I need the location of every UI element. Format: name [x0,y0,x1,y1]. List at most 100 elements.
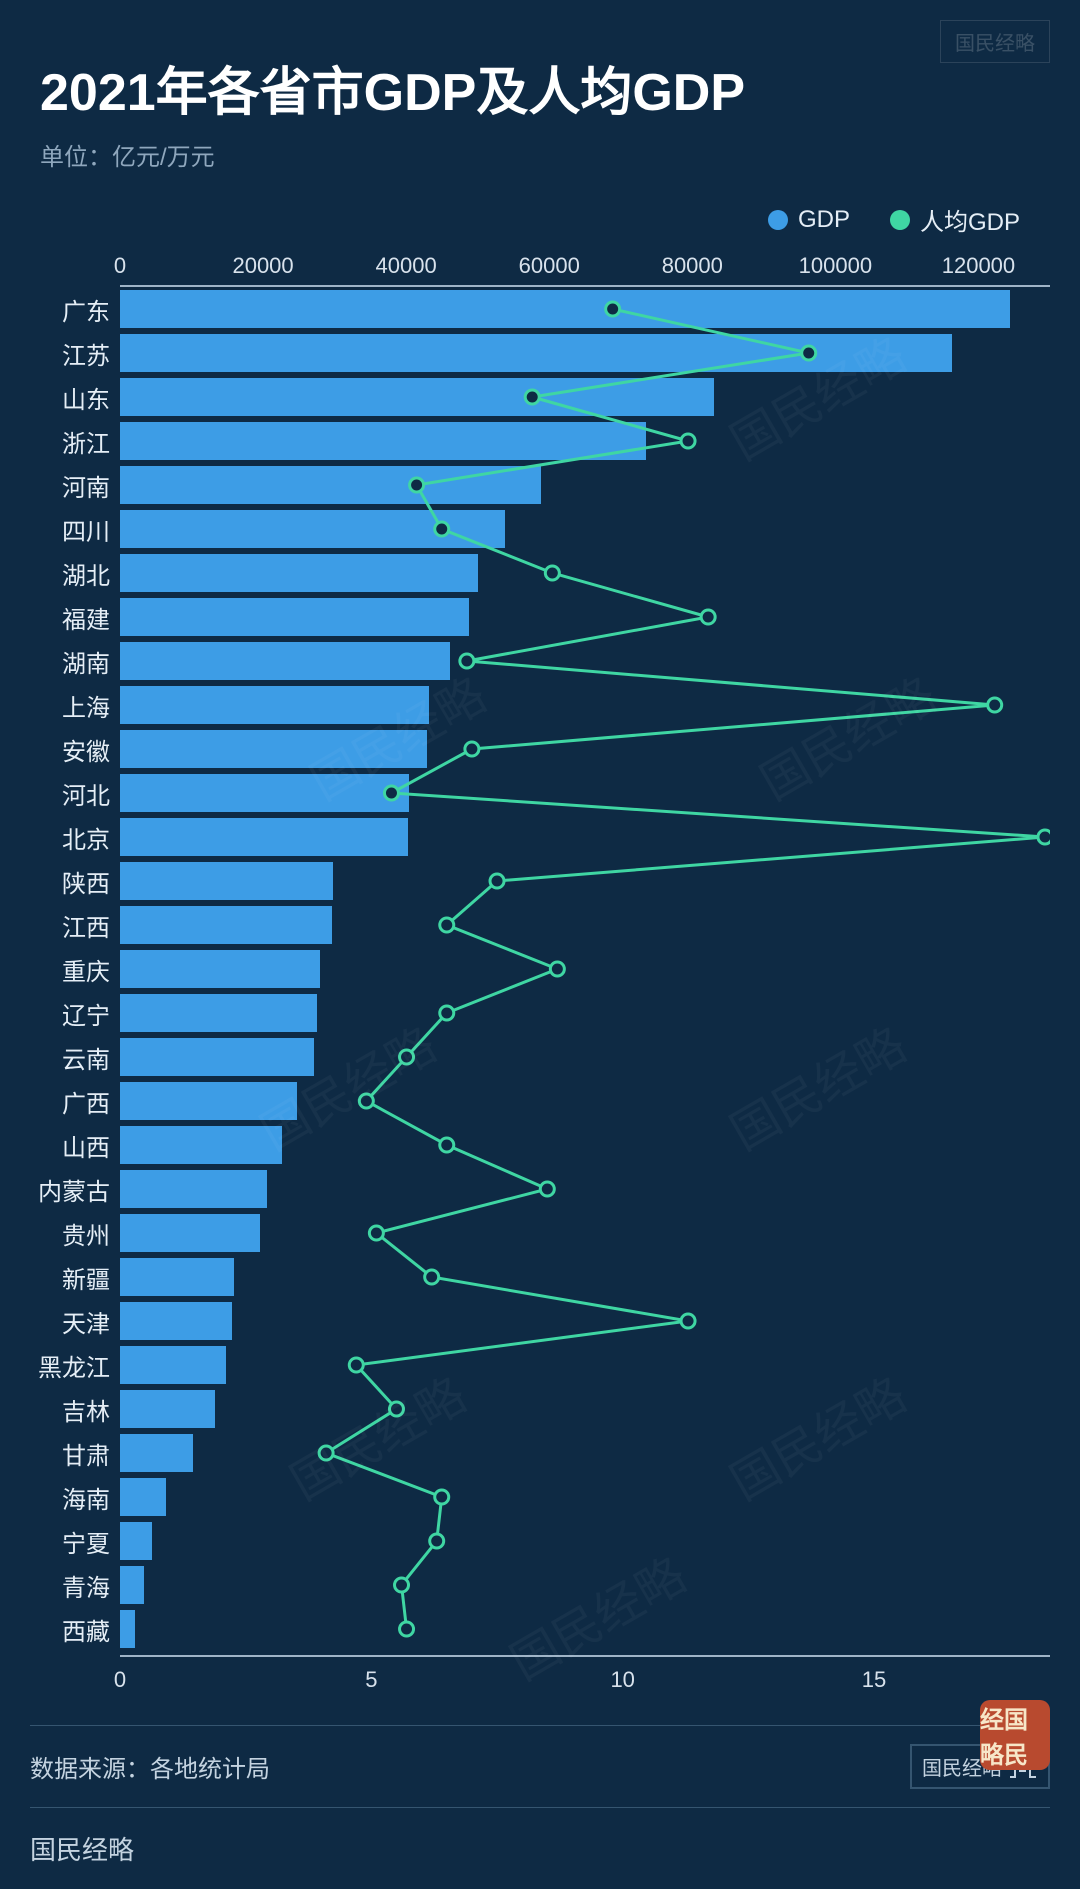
chart-title: 2021年各省市GDP及人均GDP [40,50,1040,125]
gdp-bar [120,1434,193,1472]
bar-track [120,551,1050,595]
province-label: 江西 [30,908,120,943]
gdp-bar [120,598,469,636]
bar-track [120,507,1050,551]
header: 2021年各省市GDP及人均GDP 单位：亿元/万元 [0,0,1080,182]
bar-row: 天津 [30,1299,1050,1343]
bar-track [120,1387,1050,1431]
gdp-bar [120,642,450,680]
gdp-bar [120,1170,267,1208]
gdp-bar [120,334,952,372]
gdp-bar [120,818,408,856]
bar-row: 湖北 [30,551,1050,595]
gdp-bar [120,1302,232,1340]
province-label: 黑龙江 [30,1348,120,1383]
bar-track [120,1079,1050,1123]
bar-row: 湖南 [30,639,1050,683]
bar-track [120,463,1050,507]
source-label: 数据来源：各地统计局 [30,1749,270,1784]
bar-row: 四川 [30,507,1050,551]
bar-row: 上海 [30,683,1050,727]
bar-track [120,331,1050,375]
bar-row: 安徽 [30,727,1050,771]
bar-track [120,1519,1050,1563]
gdp-bar [120,1522,152,1560]
province-label: 福建 [30,600,120,635]
province-label: 内蒙古 [30,1172,120,1207]
bar-track [120,595,1050,639]
gdp-bar [120,1610,135,1648]
bar-track [120,1035,1050,1079]
bar-row: 新疆 [30,1255,1050,1299]
attribution-text: 国民经略 [30,1808,1050,1889]
province-label: 广东 [30,292,120,327]
bar-row: 宁夏 [30,1519,1050,1563]
bar-track [120,903,1050,947]
bar-track [120,1475,1050,1519]
province-label: 河北 [30,776,120,811]
province-label: 西藏 [30,1612,120,1647]
gdp-bar [120,510,505,548]
province-label: 宁夏 [30,1524,120,1559]
bar-row: 西藏 [30,1607,1050,1651]
gdp-bar [120,466,541,504]
bar-row: 云南 [30,1035,1050,1079]
gdp-bar [120,1126,282,1164]
gdp-bar [120,290,1010,328]
province-label: 江苏 [30,336,120,371]
bar-row: 福建 [30,595,1050,639]
x-tick-bottom: 10 [610,1667,634,1693]
x-tick-top: 60000 [519,253,580,279]
x-tick-bottom: 5 [365,1667,377,1693]
x-axis-top: 020000400006000080000100000120000 [120,247,1050,287]
bar-track [120,1123,1050,1167]
province-label: 上海 [30,688,120,723]
gdp-bar [120,1258,234,1296]
bar-row: 内蒙古 [30,1167,1050,1211]
province-label: 海南 [30,1480,120,1515]
bar-track [120,1563,1050,1607]
bar-row: 河南 [30,463,1050,507]
bar-row: 青海 [30,1563,1050,1607]
province-label: 河南 [30,468,120,503]
province-label: 新疆 [30,1260,120,1295]
bar-row: 北京 [30,815,1050,859]
gdp-bar [120,730,427,768]
x-tick-bottom: 15 [862,1667,886,1693]
gdp-bar [120,950,320,988]
legend-dot [768,210,788,230]
legend: GDP 人均GDP [0,182,1080,237]
province-label: 天津 [30,1304,120,1339]
province-label: 湖南 [30,644,120,679]
bar-row: 甘肃 [30,1431,1050,1475]
bar-row: 陕西 [30,859,1050,903]
province-label: 安徽 [30,732,120,767]
bar-track [120,947,1050,991]
gdp-bar [120,378,714,416]
bar-row: 江苏 [30,331,1050,375]
bar-track [120,1431,1050,1475]
x-tick-top: 0 [114,253,126,279]
bar-row: 辽宁 [30,991,1050,1035]
province-label: 甘肃 [30,1436,120,1471]
bar-track [120,683,1050,727]
bar-track [120,815,1050,859]
bar-track [120,1167,1050,1211]
gdp-bar [120,994,317,1032]
bar-track [120,1299,1050,1343]
bar-track [120,1607,1050,1651]
bar-track [120,1255,1050,1299]
bar-track [120,859,1050,903]
gdp-bar [120,774,409,812]
chart-area: 020000400006000080000100000120000 广东江苏山东… [30,247,1050,1695]
bar-row: 浙江 [30,419,1050,463]
gdp-bar [120,1214,260,1252]
gdp-bar [120,554,478,592]
legend-label: 人均GDP [920,202,1020,237]
legend-item: GDP [768,202,850,237]
bar-track [120,419,1050,463]
gdp-bar [120,1082,297,1120]
bar-track [120,771,1050,815]
footer: 数据来源：各地统计局 国民经略 国民经略 [30,1725,1050,1889]
bar-row: 重庆 [30,947,1050,991]
